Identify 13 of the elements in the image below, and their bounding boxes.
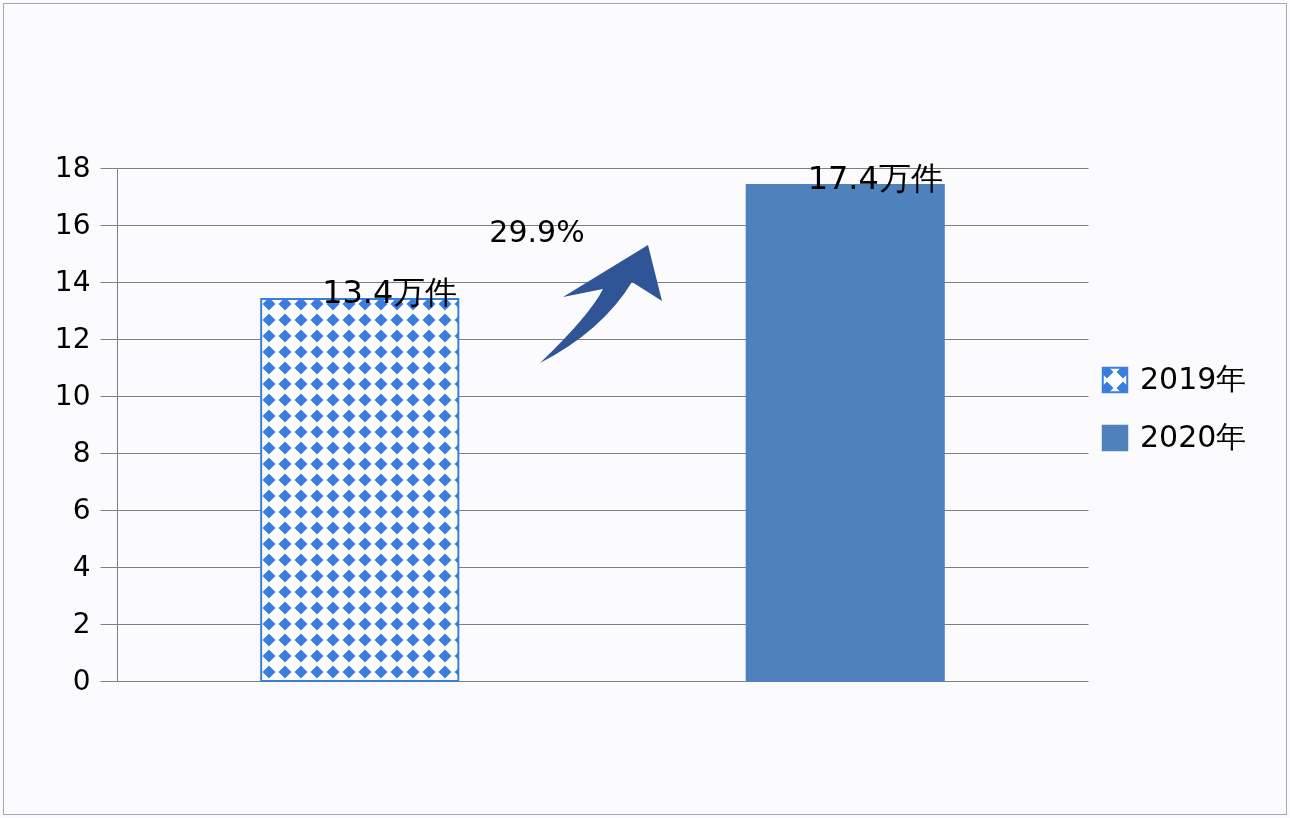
legend-label: 2019年 [1140, 361, 1247, 396]
y-tick-label: 0 [72, 663, 91, 697]
annotation: 29.9% [489, 214, 585, 249]
y-tick-label: 14 [54, 264, 91, 298]
y-tick-label: 12 [54, 321, 91, 355]
y-tick-label: 4 [72, 549, 91, 583]
legend-label: 2020年 [1140, 419, 1247, 454]
y-tick-label: 18 [54, 150, 91, 184]
y-tick-label: 6 [72, 492, 91, 526]
y-tick-label: 16 [54, 207, 91, 241]
y-tick-label: 10 [54, 378, 91, 412]
y-tick-label: 2 [72, 606, 91, 640]
y-tick-label: 8 [72, 435, 91, 469]
